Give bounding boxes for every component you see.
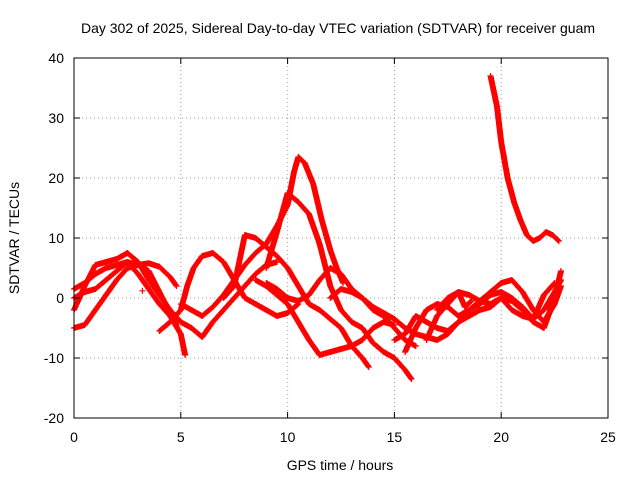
chart-ticks: [73, 57, 609, 419]
y-tick-label: 20: [48, 170, 64, 186]
data-series-trace-17: [423, 289, 475, 343]
x-tick-label: 25: [600, 429, 616, 445]
y-tick-label: 40: [48, 50, 64, 66]
chart-title: Day 302 of 2025, Sidereal Day-to-day VTE…: [81, 20, 595, 36]
data-series-trace-9: [263, 190, 415, 382]
chart-data-layer: [71, 73, 564, 382]
data-series-trace-5: [139, 287, 146, 294]
x-tick-label: 10: [280, 429, 296, 445]
y-tick-label: 30: [48, 110, 64, 126]
data-series-trace-6: [156, 250, 302, 334]
data-series-trace-15: [434, 280, 558, 322]
x-tick-label: 0: [70, 429, 78, 445]
data-series-trace-13: [402, 277, 564, 355]
data-series-trace-7: [177, 154, 347, 319]
x-axis-title: GPS time / hours: [287, 457, 394, 473]
data-series-trace-11: [252, 277, 398, 358]
chart-tick-labels: 0 5 10 15 20 25 -20 -10 0 10 20 30 40: [44, 50, 616, 445]
x-tick-label: 20: [493, 429, 509, 445]
x-tick-label: 5: [177, 429, 185, 445]
y-tick-label: 0: [56, 290, 64, 306]
y-tick-label: -20: [44, 410, 64, 426]
data-series-trace-16: [487, 73, 562, 244]
y-tick-label: 10: [48, 230, 64, 246]
x-tick-label: 15: [387, 429, 403, 445]
y-tick-label: -10: [44, 350, 64, 366]
y-axis-title: SDTVAR / TECUs: [6, 182, 22, 294]
